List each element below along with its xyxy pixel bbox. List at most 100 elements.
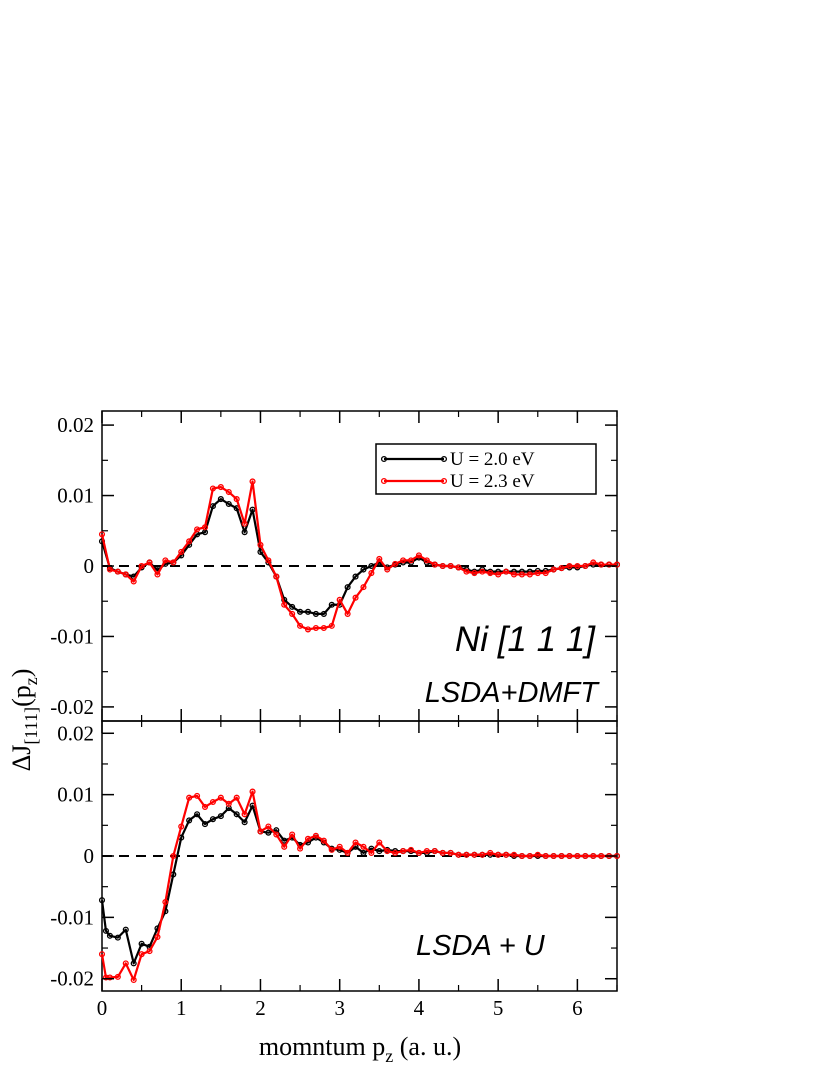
data-point [320, 624, 327, 632]
data-point [479, 851, 486, 858]
y-axis-title-mid: (p [7, 685, 36, 707]
data-point [336, 843, 343, 850]
data-point [590, 559, 597, 566]
data-point [209, 816, 216, 823]
data-point [471, 851, 478, 858]
x-tick-label: 5 [493, 996, 504, 1020]
data-point [304, 608, 312, 615]
data-point [590, 852, 597, 860]
panel-annotation: LSDA+DMFT [425, 677, 601, 709]
data-point [312, 832, 319, 839]
data-point [225, 800, 232, 807]
data-point [328, 846, 335, 853]
data-point [534, 569, 541, 577]
data-point [114, 568, 121, 575]
data-point [384, 848, 391, 855]
data-point [130, 960, 137, 967]
data-point [297, 622, 304, 629]
data-point [328, 622, 335, 629]
data-point [217, 813, 224, 820]
data-point [360, 566, 367, 573]
data-point [122, 960, 129, 967]
legend-swatch-marker [380, 455, 388, 463]
data-point [265, 829, 272, 836]
data-point [574, 852, 581, 860]
data-point [431, 848, 438, 855]
data-point [289, 831, 296, 838]
data-point [102, 974, 110, 981]
data-point [225, 500, 232, 508]
data-point [392, 849, 399, 856]
data-point [304, 626, 312, 633]
data-point [534, 851, 541, 858]
data-point [106, 974, 113, 981]
data-point [241, 811, 248, 818]
data-point [352, 573, 359, 580]
y-axis-title-sub1: [111] [21, 707, 41, 745]
data-point [265, 823, 272, 830]
x-axis-title-tail: (a. u.) [393, 1032, 461, 1061]
data-point [194, 811, 201, 818]
data-point [178, 823, 185, 830]
data-point [542, 852, 549, 860]
data-point [186, 817, 193, 824]
data-point [273, 831, 280, 838]
data-point [225, 488, 232, 496]
y-tick-label: 0.01 [57, 484, 94, 508]
data-point [518, 571, 525, 578]
legend-box [375, 443, 597, 495]
data-point [122, 571, 129, 578]
legend-label: U = 2.3 eV [450, 471, 535, 492]
data-point [542, 569, 549, 577]
data-point [336, 596, 343, 603]
data-point [233, 496, 240, 503]
data-point [146, 948, 153, 955]
data-point [281, 601, 288, 608]
data-point [510, 851, 518, 858]
data-point [138, 951, 145, 958]
data-point [352, 839, 359, 846]
data-point [510, 571, 518, 578]
data-point [281, 837, 288, 844]
data-point [154, 571, 161, 578]
data-point [102, 927, 110, 934]
data-point [423, 557, 430, 564]
data-point [217, 496, 224, 503]
x-axis-title-sub: z [385, 1046, 393, 1064]
y-tick-label: 0.01 [57, 783, 94, 807]
data-point [360, 849, 367, 856]
data-point [598, 852, 605, 860]
data-point [376, 555, 383, 563]
data-point [526, 571, 533, 578]
data-point [503, 568, 510, 575]
data-point [146, 559, 153, 566]
series-line-top-1 [100, 480, 617, 631]
data-point [566, 852, 573, 860]
data-point [582, 852, 589, 860]
data-point [209, 503, 216, 510]
data-point [162, 898, 169, 906]
data-point [344, 610, 351, 617]
x-axis-title-main: momntum p [259, 1032, 385, 1061]
data-point [154, 933, 161, 941]
data-point [606, 561, 613, 568]
x-tick-label: 2 [255, 996, 266, 1020]
y-axis-title-tail: ) [7, 669, 36, 678]
data-point [249, 788, 256, 795]
data-point [495, 851, 502, 858]
data-point [415, 849, 422, 856]
data-point [360, 584, 367, 591]
data-point [209, 485, 216, 492]
data-point [550, 566, 557, 573]
legend: U = 2.0 eVU = 2.3 eV [375, 443, 597, 495]
data-point [162, 557, 169, 564]
data-point [257, 828, 264, 835]
data-point [376, 848, 383, 855]
data-point [217, 484, 224, 491]
data-point [201, 803, 209, 810]
data-point [138, 562, 145, 570]
data-point [487, 849, 494, 856]
y-tick-label: 0 [84, 844, 95, 868]
